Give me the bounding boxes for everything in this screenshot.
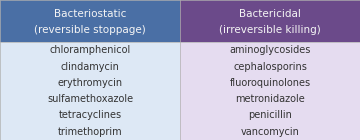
Text: erythromycin: erythromycin [58,78,122,88]
Text: vancomycin: vancomycin [240,127,300,137]
Bar [0,0,180,42]
Text: sulfamethoxazole: sulfamethoxazole [47,94,133,104]
Text: metronidazole: metronidazole [235,94,305,104]
Text: trimethoprim: trimethoprim [58,127,122,137]
Bar [0,42,180,140]
Text: (irreversible killing): (irreversible killing) [219,25,321,35]
Bar [180,0,360,42]
Text: penicillin: penicillin [248,110,292,121]
Text: aminoglycosides: aminoglycosides [229,45,311,55]
Text: fluoroquinolones: fluoroquinolones [229,78,311,88]
Text: cephalosporins: cephalosporins [233,61,307,72]
Text: Bacteriostatic: Bacteriostatic [54,9,126,19]
Bar [180,42,360,140]
Text: tetracyclines: tetracyclines [58,110,122,121]
Text: clindamycin: clindamycin [60,61,120,72]
Text: (reversible stoppage): (reversible stoppage) [34,25,146,35]
Text: Bactericidal: Bactericidal [239,9,301,19]
Text: chloramphenicol: chloramphenicol [49,45,131,55]
